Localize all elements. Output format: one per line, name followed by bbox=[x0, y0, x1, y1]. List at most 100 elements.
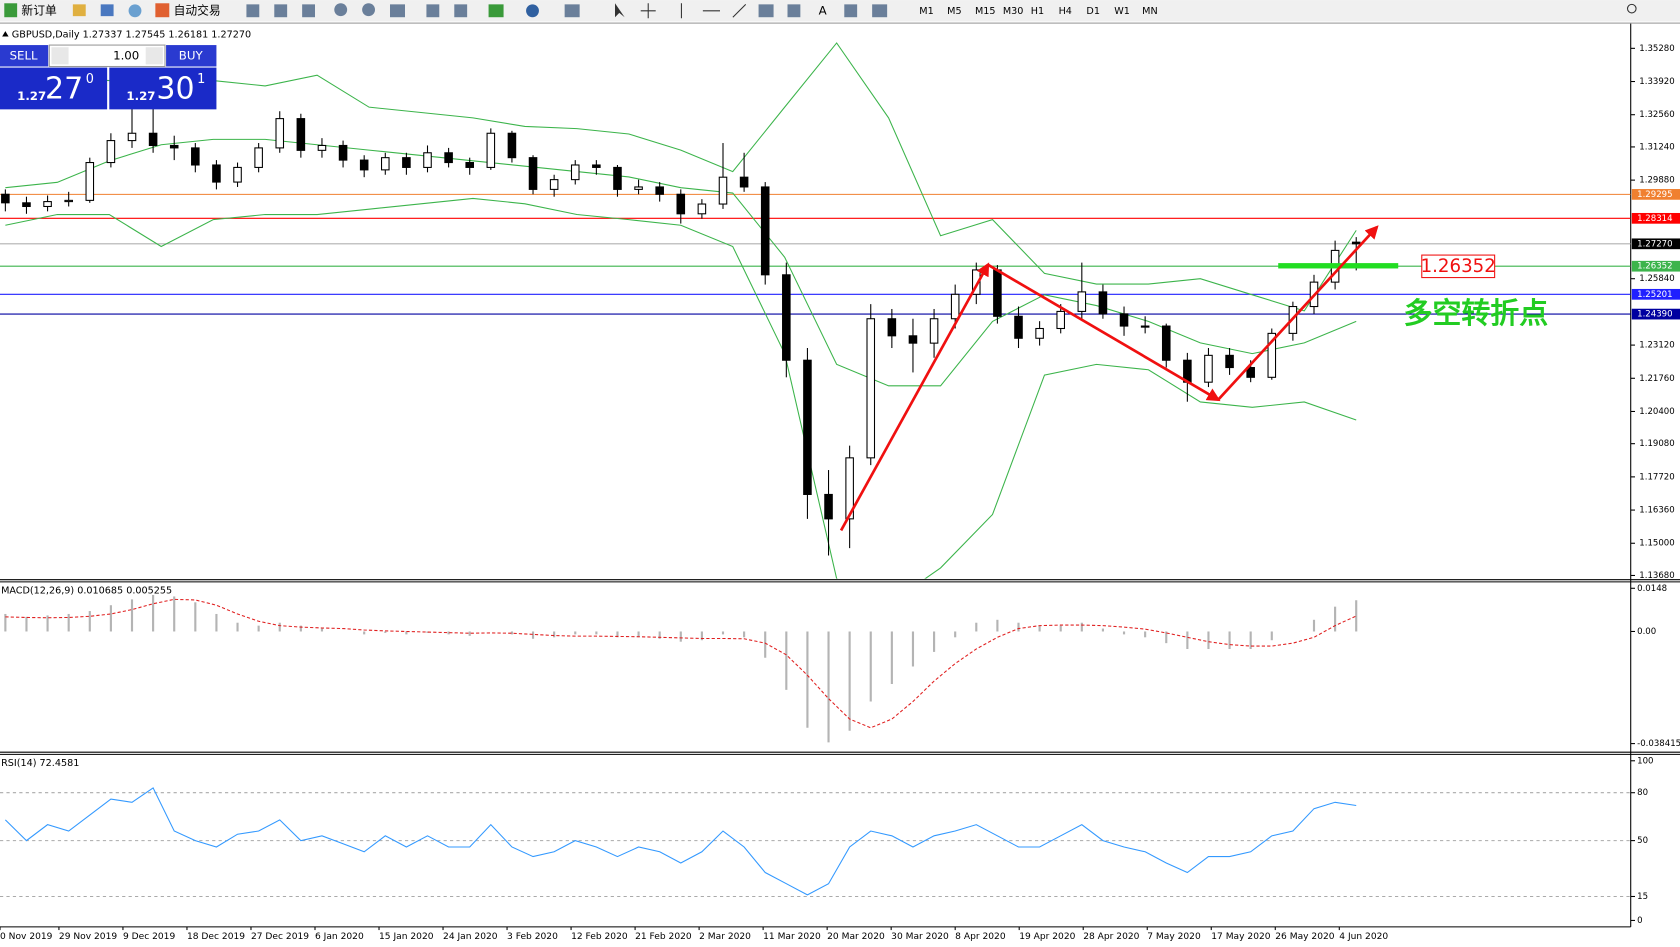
lots-up[interactable] bbox=[145, 47, 163, 65]
candle-body bbox=[169, 144, 179, 149]
lots-down[interactable] bbox=[51, 47, 69, 65]
x-tick-label: 28 Apr 2020 bbox=[1083, 932, 1139, 942]
level-label: 1.27270 bbox=[1637, 239, 1672, 249]
timeframe-button[interactable]: D1 bbox=[1086, 6, 1100, 17]
sell-label[interactable]: SELL bbox=[10, 48, 38, 62]
timeframes: M1 M5 M15 M30 H1 H4 D1 W1 MN bbox=[919, 6, 1157, 17]
icon[interactable] bbox=[246, 4, 260, 18]
y-tick-label: 1.13680 bbox=[1639, 571, 1674, 581]
candle-body bbox=[613, 166, 622, 190]
icon[interactable] bbox=[128, 4, 142, 18]
x-tick-label: 3 Feb 2020 bbox=[507, 932, 558, 942]
icon[interactable] bbox=[274, 4, 288, 18]
icon[interactable] bbox=[72, 4, 86, 17]
crosshair-icon[interactable] bbox=[640, 3, 656, 19]
timeframe-button[interactable]: M30 bbox=[1003, 6, 1024, 17]
icon[interactable] bbox=[787, 4, 801, 18]
toolbar-border bbox=[0, 22, 1680, 24]
icon[interactable] bbox=[426, 4, 440, 18]
timeframe-button[interactable]: M1 bbox=[919, 6, 933, 17]
new-order-button[interactable]: 新订单 bbox=[21, 3, 57, 17]
x-tick-label: 0 Nov 2019 bbox=[0, 932, 53, 942]
x-tick-label: 6 Jan 2020 bbox=[315, 932, 364, 942]
candle-body bbox=[1119, 313, 1129, 327]
trend-arrow bbox=[839, 262, 990, 532]
auto-trade-button[interactable]: 自动交易 bbox=[174, 3, 221, 17]
text-tool[interactable]: A bbox=[819, 3, 827, 17]
candle-body bbox=[697, 203, 707, 215]
icon[interactable] bbox=[454, 4, 468, 18]
candle-body bbox=[1077, 291, 1087, 312]
ask-box[interactable] bbox=[109, 67, 217, 110]
candle-body bbox=[106, 140, 116, 164]
candle-body bbox=[1351, 241, 1361, 245]
icon[interactable] bbox=[100, 4, 114, 17]
icon[interactable] bbox=[872, 4, 888, 18]
auto-trade-icon[interactable] bbox=[155, 3, 170, 18]
candle-body bbox=[718, 176, 728, 205]
pivot-label: 1.26352 bbox=[1421, 256, 1496, 277]
candle-body bbox=[676, 193, 686, 215]
macd-tick-label: -0.038415 bbox=[1637, 739, 1680, 749]
macd-tick-label: 0.00 bbox=[1637, 627, 1656, 637]
icon[interactable] bbox=[844, 4, 858, 18]
icon[interactable] bbox=[526, 4, 539, 18]
new-order-icon[interactable] bbox=[4, 3, 18, 18]
line-icons[interactable] bbox=[680, 3, 747, 19]
timeframe-button[interactable]: MN bbox=[1142, 6, 1158, 17]
bid-prefix: 1.27 bbox=[17, 89, 46, 103]
candle-body bbox=[444, 152, 453, 164]
candle-body bbox=[929, 318, 939, 344]
y-tick-label: 1.20400 bbox=[1639, 407, 1674, 417]
search-icon[interactable] bbox=[1626, 3, 1637, 14]
level-label-bg bbox=[1631, 260, 1680, 272]
candle-body bbox=[993, 269, 1002, 317]
candle-body bbox=[634, 186, 643, 190]
x-tick-label: 20 Mar 2020 bbox=[827, 932, 885, 942]
candle-body bbox=[148, 132, 158, 146]
macd-signal bbox=[5, 598, 1357, 729]
toolbar-bg bbox=[0, 0, 1680, 22]
y-tick-label: 1.23120 bbox=[1639, 341, 1674, 351]
sell-button[interactable] bbox=[0, 45, 49, 67]
y-tick-label: 1.17720 bbox=[1639, 472, 1674, 482]
lots-value[interactable]: 1.00 bbox=[113, 48, 139, 62]
y-tick-label: 1.29880 bbox=[1639, 176, 1674, 186]
candle-body bbox=[22, 202, 31, 208]
price-panel bbox=[0, 42, 1631, 579]
candle-body bbox=[760, 186, 770, 276]
candle-body bbox=[465, 162, 474, 168]
candle-body bbox=[359, 159, 369, 171]
x-tick-label: 26 May 2020 bbox=[1275, 932, 1335, 942]
icon[interactable] bbox=[362, 3, 375, 17]
candle-body bbox=[423, 152, 432, 168]
candle-body bbox=[908, 335, 918, 344]
timeframe-button[interactable]: H4 bbox=[1059, 6, 1072, 17]
icon[interactable] bbox=[488, 4, 504, 18]
buy-label[interactable]: BUY bbox=[179, 48, 204, 62]
candle-body bbox=[64, 199, 73, 203]
y-tick-label: 1.32560 bbox=[1639, 110, 1674, 120]
buy-button[interactable] bbox=[166, 45, 217, 67]
annotation: 多空转折点 bbox=[1404, 296, 1549, 330]
ask-sup: 1 bbox=[197, 72, 205, 87]
icon[interactable] bbox=[302, 4, 315, 18]
candle-body bbox=[803, 359, 812, 495]
icon[interactable] bbox=[390, 4, 405, 18]
x-tick-label: 7 May 2020 bbox=[1147, 932, 1201, 942]
lots-input[interactable] bbox=[48, 44, 166, 68]
bid-box[interactable] bbox=[0, 67, 108, 110]
timeframe-button[interactable]: M15 bbox=[975, 6, 996, 17]
timeframe-button[interactable]: H1 bbox=[1031, 6, 1044, 17]
candle-body bbox=[866, 318, 876, 459]
y-tick-label: 1.25840 bbox=[1639, 274, 1674, 284]
timeframe-button[interactable]: M5 bbox=[947, 6, 961, 17]
icon[interactable] bbox=[334, 3, 348, 17]
icon[interactable] bbox=[758, 4, 774, 18]
timeframe-button[interactable]: W1 bbox=[1114, 6, 1130, 17]
icon[interactable] bbox=[564, 4, 580, 18]
chart-marker bbox=[2, 31, 9, 37]
candle-body bbox=[1246, 367, 1255, 378]
candle-body bbox=[549, 179, 559, 190]
bollinger-upper bbox=[5, 42, 1357, 312]
